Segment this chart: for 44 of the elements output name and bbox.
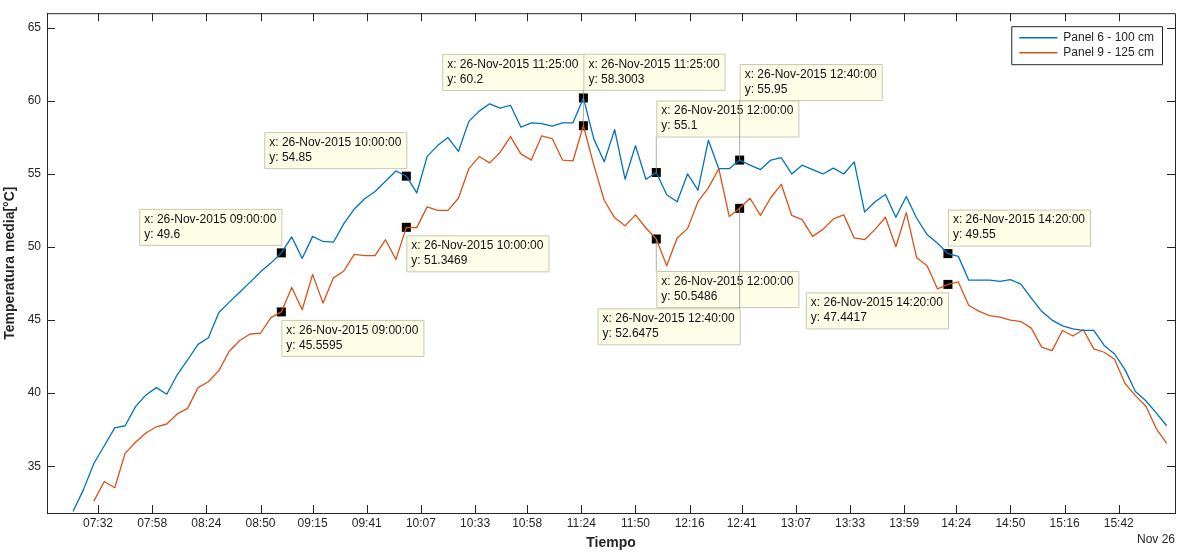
annotation: x: 26-Nov-2015 10:00:00 y: 54.85 [269, 134, 402, 164]
x-tick-label: 10:33 [460, 515, 491, 530]
x-tick-label: 14:50 [995, 515, 1026, 530]
x-tick-label: 14:24 [941, 515, 972, 530]
legend-label: Panel 9 - 125 cm [1063, 45, 1154, 60]
y-tick-label: 65 [27, 20, 42, 35]
y-tick-label: 35 [27, 458, 42, 473]
y-tick-label: 50 [27, 239, 42, 254]
y-tick-label: 60 [27, 93, 42, 108]
x-tick-label: 09:15 [297, 515, 328, 530]
x-tick-label: 09:41 [351, 515, 383, 530]
x-tick-label: 10:58 [512, 515, 543, 530]
x-tick-label: 15:16 [1049, 515, 1080, 530]
x-tick-label: 10:07 [405, 515, 437, 530]
x-tick-label: 07:58 [137, 515, 168, 530]
legend-label: Panel 6 - 100 cm [1063, 30, 1154, 45]
annotation: x: 26-Nov-2015 12:40:00 y: 52.6475 [602, 311, 735, 341]
x-tick-label: 08:24 [191, 515, 222, 530]
x-tick-label: 15:42 [1103, 515, 1135, 530]
x-tick-label: 13:07 [780, 515, 812, 530]
annotation: x: 26-Nov-2015 14:20:00 y: 49.55 [952, 212, 1086, 242]
annotation: x: 26-Nov-2015 12:00:00 y: 55.1 [661, 103, 794, 133]
x-tick-label: 07:32 [83, 515, 114, 530]
y-tick-label: 55 [27, 166, 42, 181]
x-tick-label: 11:24 [566, 515, 597, 530]
annotation: x: 26-Nov-2015 11:25:00 y: 60.2 [447, 56, 579, 86]
annotation: x: 26-Nov-2015 11:25:00 y: 58.3003 [588, 56, 720, 86]
y-axis-title: Temperatura media[°C] [1, 186, 18, 340]
annotation: x: 26-Nov-2015 12:00:00 y: 50.5486 [661, 273, 794, 303]
x-tick-label: 13:33 [835, 515, 866, 530]
x-tick-label: 12:16 [674, 515, 705, 530]
x-tick-label: 11:50 [620, 515, 651, 530]
x-tick-label: 13:59 [889, 515, 920, 530]
annotation: x: 26-Nov-2015 09:00:00 y: 49.6 [144, 211, 277, 241]
annotation: x: 26-Nov-2015 12:40:00 y: 55.95 [744, 66, 878, 96]
text: Nov 26 [1136, 532, 1176, 547]
x-tick-label: 08:50 [245, 515, 276, 530]
annotation: x: 26-Nov-2015 14:20:00 y: 47.4417 [810, 295, 944, 325]
annotation: x: 26-Nov-2015 10:00:00 y: 51.3469 [411, 238, 544, 268]
x-axis-title: Tiempo [586, 534, 636, 551]
y-tick-label: 45 [27, 312, 42, 327]
y-tick-label: 40 [27, 385, 42, 400]
x-tick-label: 12:41 [726, 515, 758, 530]
annotation: x: 26-Nov-2015 09:00:00 y: 45.5595 [286, 322, 419, 352]
